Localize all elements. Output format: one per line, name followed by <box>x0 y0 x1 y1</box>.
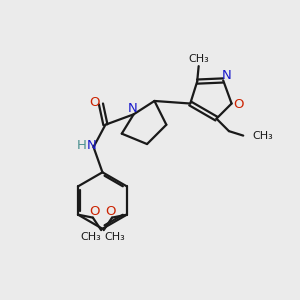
Text: O: O <box>105 205 116 218</box>
Text: N: N <box>221 69 231 82</box>
Text: CH₃: CH₃ <box>104 232 125 242</box>
Text: H: H <box>77 139 87 152</box>
Text: O: O <box>89 205 100 218</box>
Text: N: N <box>127 102 137 115</box>
Text: O: O <box>233 98 243 111</box>
Text: O: O <box>89 96 100 109</box>
Text: N: N <box>87 139 97 152</box>
Text: CH₃: CH₃ <box>80 232 101 242</box>
Text: CH₃: CH₃ <box>188 54 209 64</box>
Text: CH₃: CH₃ <box>253 130 274 141</box>
